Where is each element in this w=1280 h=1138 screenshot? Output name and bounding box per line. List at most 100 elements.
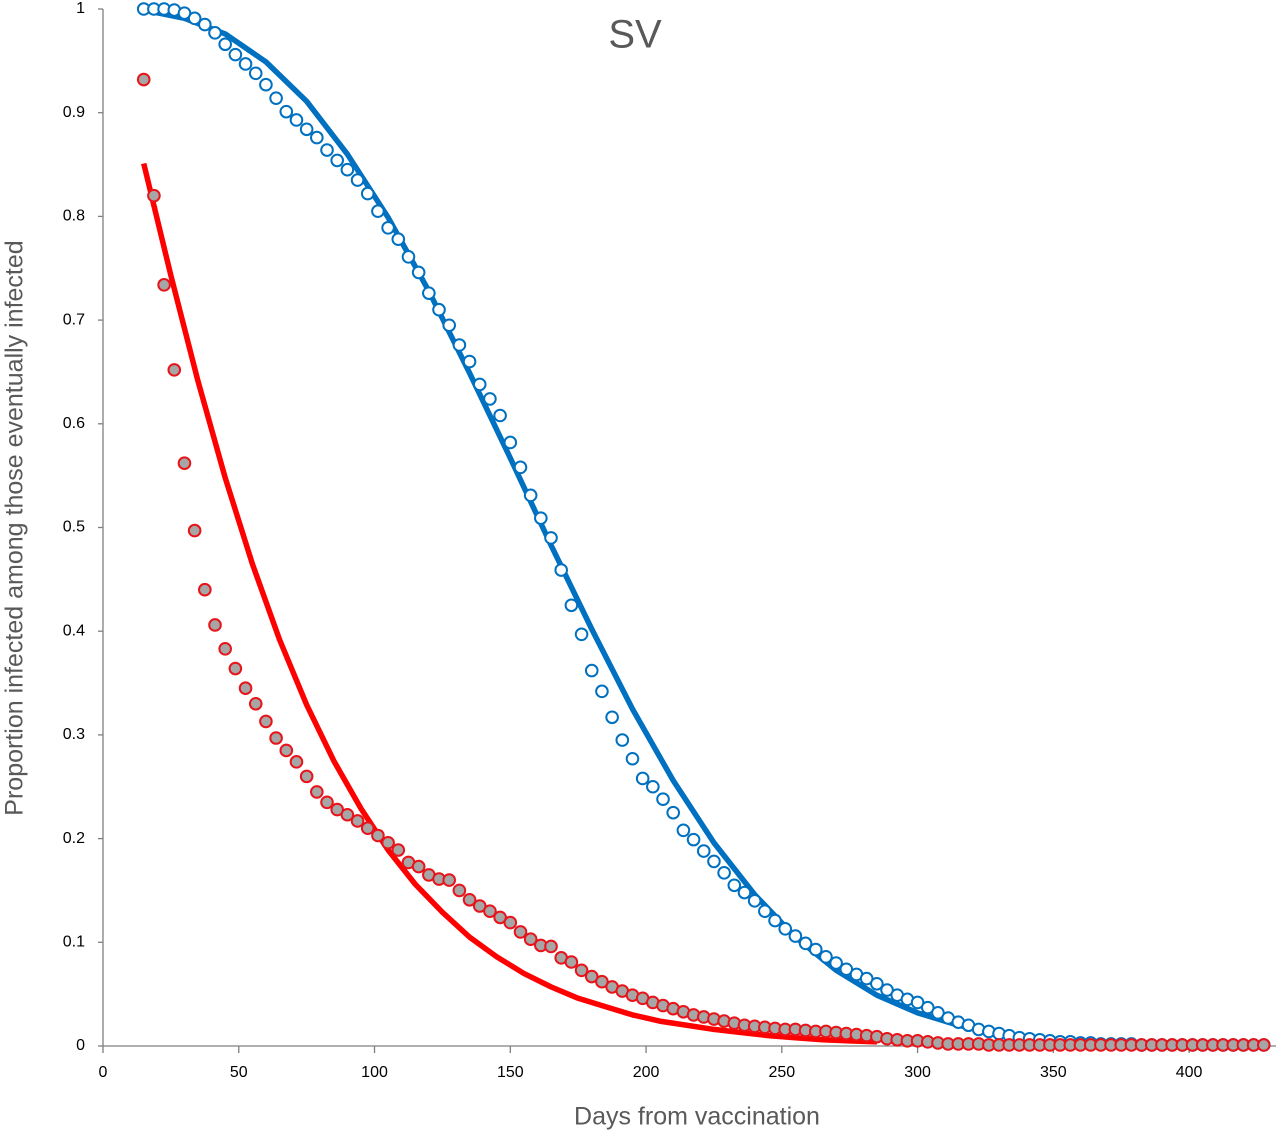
y-tick-label: 0.8 xyxy=(63,208,85,225)
plot-area: 0 50 100 150 200 250 300 350 400 0 0.1 0.2 0.3 0.4 0.5… xyxy=(63,0,1276,1081)
data-point xyxy=(238,681,253,696)
data-point xyxy=(269,91,283,105)
data-point xyxy=(218,642,232,656)
x-axis-label: Days from vaccination xyxy=(574,1103,820,1131)
data-point xyxy=(259,714,273,729)
x-tick-label: 0 xyxy=(99,1064,108,1081)
data-point xyxy=(564,955,579,969)
data-point xyxy=(707,854,721,869)
x-tick-label: 350 xyxy=(1040,1064,1067,1081)
data-point xyxy=(635,771,650,786)
data-point xyxy=(574,627,589,642)
data-point xyxy=(483,904,497,918)
data-point xyxy=(218,37,232,52)
data-point xyxy=(615,733,630,747)
data-point xyxy=(198,17,212,32)
data-point xyxy=(554,563,569,577)
data-point xyxy=(503,915,518,930)
data-point xyxy=(595,684,609,699)
data-point xyxy=(147,188,161,203)
data-point xyxy=(360,186,375,201)
data-point xyxy=(411,265,426,280)
data-point xyxy=(544,939,558,954)
data-point xyxy=(310,785,324,799)
data-point xyxy=(299,769,314,784)
data-point xyxy=(625,751,640,766)
data-point xyxy=(381,835,395,850)
x-tick-label: 250 xyxy=(768,1064,795,1081)
data-point xyxy=(564,598,579,613)
y-tick-label: 1 xyxy=(76,0,85,17)
data-point xyxy=(1256,1038,1271,1052)
data-point xyxy=(391,232,406,247)
data-point xyxy=(605,710,619,725)
data-point xyxy=(544,531,558,545)
data-point xyxy=(829,956,843,970)
data-point xyxy=(758,904,772,918)
data-point xyxy=(289,755,304,769)
data-point xyxy=(248,66,263,81)
data-point xyxy=(676,823,691,838)
data-point xyxy=(340,162,355,177)
data-point xyxy=(727,878,742,893)
data-point xyxy=(289,113,304,127)
data-point xyxy=(391,843,406,857)
y-tick-label: 0.5 xyxy=(63,519,85,536)
y-tick-label: 0.2 xyxy=(63,830,85,847)
data-point xyxy=(513,925,528,939)
data-point xyxy=(279,104,294,119)
x-tick-label: 200 xyxy=(633,1064,660,1081)
data-point xyxy=(452,338,467,352)
y-tick-label: 0.4 xyxy=(63,622,85,639)
data-point xyxy=(350,173,365,187)
data-point xyxy=(320,795,334,810)
data-point xyxy=(238,57,253,71)
data-point xyxy=(279,743,294,758)
y-axis-label: Proportion infected among those eventual… xyxy=(1,240,29,815)
data-point xyxy=(350,814,365,828)
data-point xyxy=(656,792,670,806)
data-point xyxy=(167,363,182,377)
data-point xyxy=(208,618,222,632)
data-point xyxy=(157,278,171,292)
data-point xyxy=(340,807,355,822)
data-point xyxy=(747,894,762,908)
data-point xyxy=(360,821,375,836)
x-tick-label: 50 xyxy=(230,1064,248,1081)
data-point xyxy=(768,913,782,928)
x-tick-label: 100 xyxy=(361,1064,388,1081)
x-tick-label: 300 xyxy=(904,1064,931,1081)
data-point xyxy=(442,873,456,887)
data-point xyxy=(717,866,731,880)
data-point xyxy=(442,318,456,333)
data-point xyxy=(177,456,192,471)
data-point xyxy=(696,844,711,858)
data-point xyxy=(462,354,477,369)
data-point xyxy=(381,221,395,235)
data-point xyxy=(666,805,681,820)
data-point xyxy=(269,731,283,745)
data-point xyxy=(788,929,803,943)
data-point xyxy=(248,696,263,711)
data-point xyxy=(401,250,416,264)
data-point xyxy=(472,377,487,392)
data-point xyxy=(187,11,202,26)
data-point xyxy=(422,286,436,300)
data-point xyxy=(574,963,589,978)
data-point xyxy=(584,663,599,678)
data-point xyxy=(513,460,528,475)
data-point xyxy=(686,832,701,847)
x-tick-label: 400 xyxy=(1176,1064,1203,1081)
data-point xyxy=(870,976,884,991)
y-tick-label: 0.6 xyxy=(63,415,85,432)
x-tick-label: 150 xyxy=(497,1064,524,1081)
data-point xyxy=(299,122,314,137)
y-tick-label: 0.1 xyxy=(63,934,85,951)
data-point xyxy=(778,922,793,936)
data-point xyxy=(493,408,507,423)
y-tick-label: 0.3 xyxy=(63,726,85,743)
data-point xyxy=(371,828,385,843)
data-point xyxy=(136,72,151,87)
data-point xyxy=(523,488,538,503)
data-point xyxy=(534,511,548,525)
